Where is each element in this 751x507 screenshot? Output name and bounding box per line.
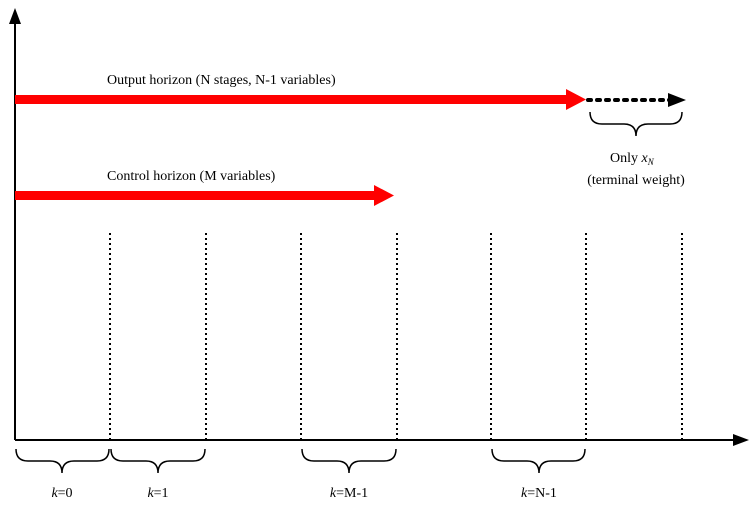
- terminal-line2: (terminal weight): [587, 173, 685, 188]
- terminal-dotted-arrow: [586, 93, 686, 107]
- stage-brace-k0: [15, 448, 110, 474]
- output-horizon-arrow: [15, 89, 586, 110]
- stage-label-kN1: k=N-1: [521, 486, 557, 501]
- stage-label-k1: k=1: [147, 486, 168, 501]
- stage-boundaries: [109, 233, 683, 440]
- stage-brace-kN1: [491, 448, 586, 474]
- axes: [9, 8, 749, 446]
- stage-label-k0: k=0: [51, 486, 72, 501]
- stage-brace-k1: [110, 448, 206, 474]
- control-horizon-label: Control horizon (M variables): [107, 169, 276, 184]
- stage-brace-kM1: [301, 448, 397, 474]
- y-axis-arrowhead: [9, 8, 21, 24]
- output-horizon-label: Output horizon (N stages, N-1 variables): [107, 73, 336, 88]
- x-axis-arrowhead: [733, 434, 749, 446]
- control-horizon-arrow: [15, 185, 394, 206]
- terminal-line1: Only xN: [610, 151, 655, 167]
- terminal-brace: [589, 111, 683, 137]
- stage-label-kM1: k=M-1: [330, 486, 368, 501]
